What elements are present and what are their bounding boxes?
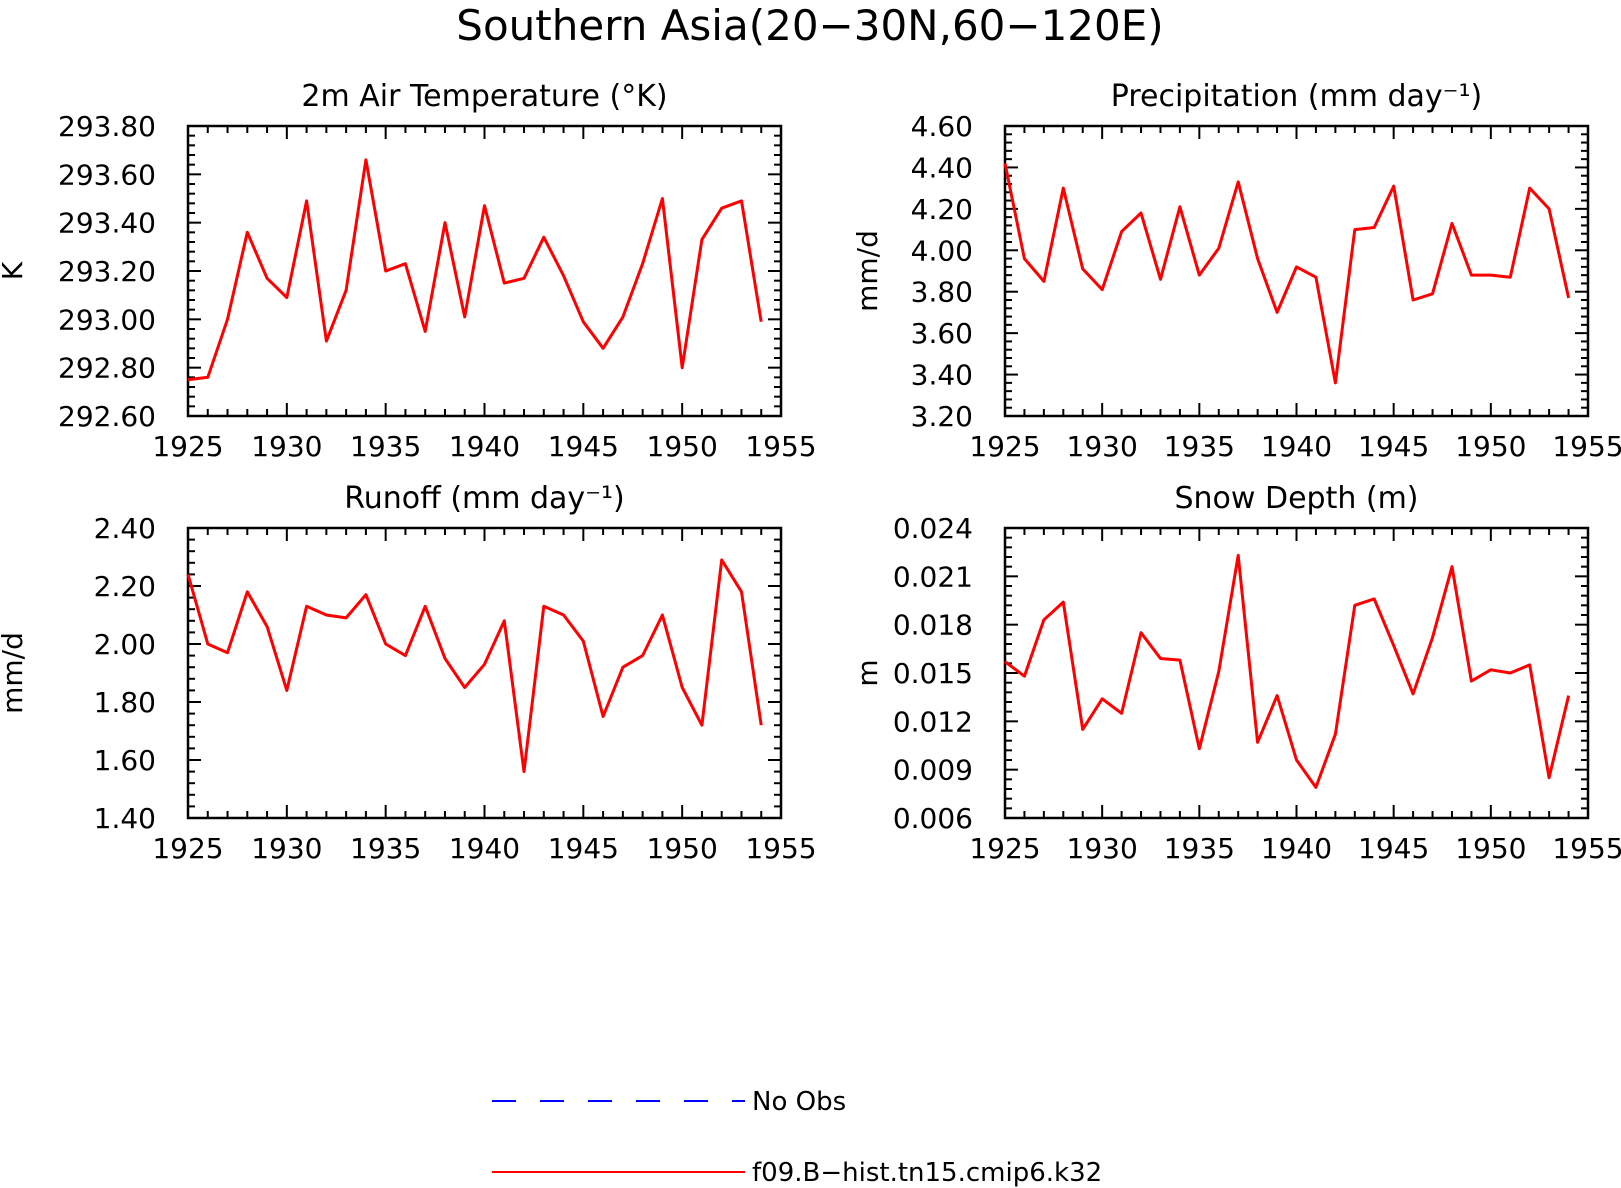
y-tick-label: 293.80 bbox=[58, 110, 156, 143]
y-tick-label: 293.20 bbox=[58, 255, 156, 288]
x-tick-label: 1945 bbox=[1358, 832, 1429, 865]
panel-title: Snow Depth (m) bbox=[1174, 481, 1418, 516]
y-tick-label: 3.40 bbox=[911, 359, 973, 392]
x-tick-label: 1955 bbox=[1552, 430, 1621, 463]
y-tick-label: 4.60 bbox=[911, 110, 973, 143]
y-tick-label: 0.012 bbox=[893, 705, 973, 738]
legend: No Obs f09.B−hist.tn15.cmip6.k32 bbox=[492, 1087, 1102, 1188]
y-tick-label: 0.009 bbox=[893, 754, 973, 787]
panels: 2m Air Temperature (°K) 1925 1930 1935 1940 1… bbox=[0, 79, 1621, 865]
y-tick-label: 4.00 bbox=[911, 234, 973, 267]
panel-1: 2m Air Temperature (°K) 1925 1930 1935 1940 1… bbox=[0, 79, 817, 463]
x-tick-label: 1955 bbox=[745, 832, 816, 865]
x-tick-label: 1955 bbox=[745, 430, 816, 463]
x-tick-label: 1950 bbox=[1455, 430, 1526, 463]
y-tick-label: 3.80 bbox=[911, 276, 973, 309]
y-axis-label: m bbox=[851, 659, 884, 686]
y-tick-label: 0.024 bbox=[893, 512, 973, 545]
y-tick-label: 4.20 bbox=[911, 193, 973, 226]
y-tick-label: 3.20 bbox=[911, 400, 973, 433]
y-tick-label: 293.00 bbox=[58, 303, 156, 336]
y-tick-label: 292.60 bbox=[58, 400, 156, 433]
y-tick-label: 0.006 bbox=[893, 802, 973, 835]
y-axis-label: K bbox=[0, 261, 29, 280]
x-tick-label: 1940 bbox=[1261, 832, 1332, 865]
x-tick-label: 1945 bbox=[1358, 430, 1429, 463]
x-tick-label: 1940 bbox=[449, 430, 520, 463]
figure-title: Southern Asia(20−30N,60−120E) bbox=[456, 1, 1163, 50]
y-tick-label: 293.60 bbox=[58, 158, 156, 191]
x-tick-label: 1930 bbox=[251, 430, 322, 463]
y-tick-label: 1.60 bbox=[94, 744, 156, 777]
y-tick-label: 2.00 bbox=[94, 628, 156, 661]
plot-frame bbox=[1003, 526, 1590, 820]
y-tick-label: 0.021 bbox=[893, 560, 973, 593]
series-line bbox=[187, 158, 763, 382]
y-tick-label: 2.40 bbox=[94, 512, 156, 545]
x-tick-label: 1955 bbox=[1552, 832, 1621, 865]
x-tick-label: 1940 bbox=[449, 832, 520, 865]
y-axis-label: mm/d bbox=[0, 632, 29, 714]
panel-4: Snow Depth (m) 1925 1930 1935 1940 1945 1950 19… bbox=[851, 481, 1621, 865]
x-tick-label: 1925 bbox=[152, 430, 223, 463]
y-tick-label: 293.40 bbox=[58, 207, 156, 240]
x-tick-label: 1930 bbox=[1067, 430, 1138, 463]
series-line bbox=[1004, 553, 1571, 789]
panel-2: Precipitation (mm day⁻¹) 1925 1930 1935 1940… bbox=[851, 79, 1621, 463]
y-tick-label: 1.40 bbox=[94, 802, 156, 835]
plot-frame bbox=[186, 124, 783, 418]
x-tick-label: 1945 bbox=[548, 430, 619, 463]
legend-label-2: f09.B−hist.tn15.cmip6.k32 bbox=[752, 1158, 1102, 1188]
x-tick-label: 1930 bbox=[1067, 832, 1138, 865]
x-tick-label: 1935 bbox=[350, 430, 421, 463]
panel-title: 2m Air Temperature (°K) bbox=[301, 79, 667, 114]
series-line bbox=[186, 558, 763, 774]
x-tick-label: 1950 bbox=[1455, 832, 1526, 865]
y-tick-label: 2.20 bbox=[94, 570, 156, 603]
x-tick-label: 1930 bbox=[251, 832, 322, 865]
x-tick-label: 1925 bbox=[969, 430, 1040, 463]
plot-frame bbox=[1003, 124, 1590, 418]
x-tick-label: 1925 bbox=[152, 832, 223, 865]
panel-title: Runoff (mm day⁻¹) bbox=[344, 481, 625, 516]
x-tick-label: 1935 bbox=[350, 832, 421, 865]
y-tick-label: 4.40 bbox=[911, 151, 973, 184]
x-tick-label: 1925 bbox=[969, 832, 1040, 865]
y-tick-label: 0.018 bbox=[893, 609, 973, 642]
y-tick-label: 1.80 bbox=[94, 686, 156, 719]
plot-frame bbox=[186, 526, 783, 820]
x-tick-label: 1935 bbox=[1164, 832, 1235, 865]
y-axis-label: mm/d bbox=[851, 230, 884, 312]
x-tick-label: 1945 bbox=[548, 832, 619, 865]
x-tick-label: 1950 bbox=[647, 832, 718, 865]
x-tick-label: 1935 bbox=[1164, 430, 1235, 463]
legend-label-1: No Obs bbox=[752, 1087, 846, 1117]
panel-title: Precipitation (mm day⁻¹) bbox=[1111, 79, 1482, 114]
series-line bbox=[1003, 163, 1571, 385]
x-tick-label: 1950 bbox=[647, 430, 718, 463]
y-tick-label: 292.80 bbox=[58, 352, 156, 385]
panel-3: Runoff (mm day⁻¹) 1925 1930 1935 1940 1945 195… bbox=[0, 481, 817, 865]
x-tick-label: 1940 bbox=[1261, 430, 1332, 463]
y-tick-label: 3.60 bbox=[911, 317, 973, 350]
y-tick-label: 0.015 bbox=[893, 657, 973, 690]
